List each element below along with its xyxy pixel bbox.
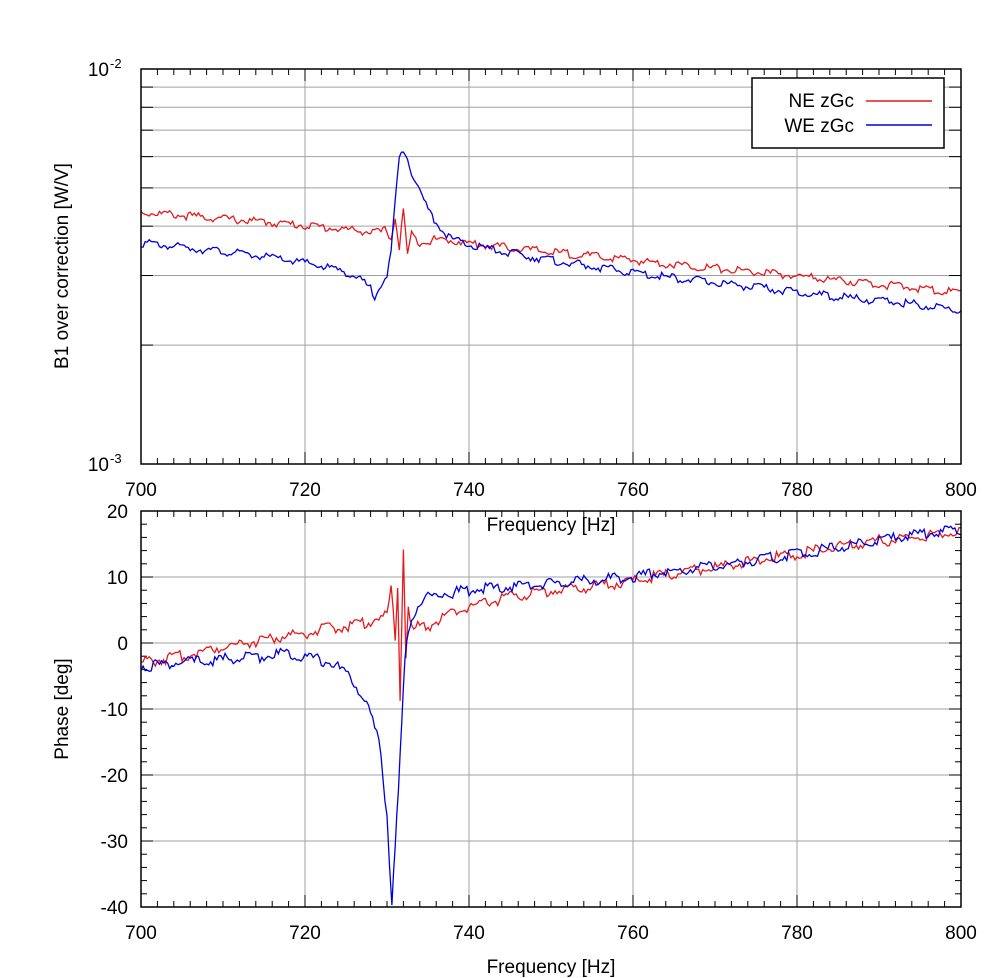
legend: NE zGc WE zGc xyxy=(751,77,945,149)
magnitude-x-tick-label: 780 xyxy=(781,480,813,501)
phase-x-tick-labels: 700 720 740 760 780 800 xyxy=(125,923,977,944)
phase-grid xyxy=(141,511,961,907)
phase-y-tick-label: -40 xyxy=(101,898,128,919)
phase-x-tick-label: 720 xyxy=(289,923,321,944)
magnitude-y-axis-label: B1 over correction [W/V] xyxy=(52,163,73,369)
magnitude-y-tick-exponent: -2 xyxy=(110,56,122,71)
magnitude-panel: 700 720 740 760 780 800 10-310-2 Frequency [H… xyxy=(52,56,977,536)
phase-x-axis-label: Frequency [Hz] xyxy=(487,957,616,978)
magnitude-y-tick-labels: 10-310-2 xyxy=(88,56,122,476)
magnitude-x-axis-label: Frequency [Hz] xyxy=(487,515,616,536)
magnitude-x-tick-label: 720 xyxy=(289,480,321,501)
legend-label-we: WE zGc xyxy=(784,116,854,137)
phase-x-tick-label: 740 xyxy=(453,923,485,944)
phase-frame xyxy=(140,510,962,908)
phase-y-tick-label: -20 xyxy=(101,766,128,787)
phase-y-tick-label: -10 xyxy=(101,700,128,721)
legend-box xyxy=(751,77,945,149)
magnitude-y-tick-exponent: -3 xyxy=(110,451,122,466)
magnitude-frame xyxy=(140,68,962,465)
magnitude-x-tick-labels: 700 720 740 760 780 800 xyxy=(125,480,977,501)
magnitude-series xyxy=(140,151,962,314)
magnitude-series-we xyxy=(141,151,962,314)
magnitude-ticks xyxy=(140,69,962,464)
phase-y-tick-labels: -40 -30 -20 -10 0 10 20 xyxy=(101,502,128,919)
legend-label-ne: NE zGc xyxy=(789,91,854,112)
phase-series xyxy=(140,525,962,906)
magnitude-y-tick-label: 10 xyxy=(88,60,109,81)
phase-y-tick-label: 0 xyxy=(117,634,128,655)
phase-panel: 700 720 740 760 780 800 -40 -30 -20 -10 0 10 20 Fre… xyxy=(52,502,977,978)
magnitude-series-ne xyxy=(140,208,962,296)
magnitude-x-tick-label: 800 xyxy=(945,480,977,501)
phase-y-axis-label: Phase [deg] xyxy=(52,658,73,759)
magnitude-y-tick-label: 10 xyxy=(88,455,109,476)
phase-x-tick-label: 760 xyxy=(617,923,649,944)
phase-y-tick-label: 10 xyxy=(107,568,128,589)
magnitude-x-tick-label: 700 xyxy=(125,480,157,501)
phase-series-ne xyxy=(140,527,961,701)
phase-x-tick-label: 800 xyxy=(945,923,977,944)
phase-x-tick-label: 780 xyxy=(781,923,813,944)
magnitude-x-tick-label: 740 xyxy=(453,480,485,501)
phase-y-tick-label: 20 xyxy=(107,502,128,523)
phase-series-we xyxy=(140,525,962,906)
phase-x-tick-label: 700 xyxy=(125,923,157,944)
magnitude-x-tick-label: 760 xyxy=(617,480,649,501)
phase-y-tick-label: -30 xyxy=(101,832,128,853)
